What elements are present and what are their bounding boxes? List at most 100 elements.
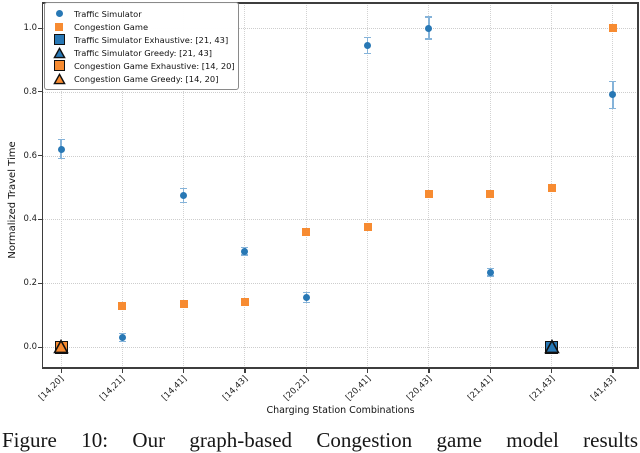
error-bar-cap: [118, 332, 126, 335]
y-tick-label: 1.0: [23, 23, 37, 33]
legend-marker-square-large: [51, 60, 67, 71]
data-point-circle: [57, 145, 65, 153]
data-point-square: [302, 228, 311, 237]
right-spine: [637, 2, 639, 369]
h-gridline: [43, 155, 638, 157]
error-bar-cap: [425, 16, 433, 18]
error-bar-cap: [118, 340, 126, 342]
square-outlined-marker-icon: [53, 34, 65, 45]
y-tick-mark: [38, 155, 42, 157]
error-bar-cap: [180, 201, 188, 204]
legend-entry: Traffic Simulator Greedy: [21, 43]: [51, 46, 232, 59]
v-gridline: [121, 3, 123, 368]
legend-marker-circle-small: [51, 10, 67, 17]
data-point-square: [486, 189, 495, 198]
legend-marker-square-small: [51, 22, 67, 31]
legend-label: Traffic Simulator Exhaustive: [21, 43]: [74, 34, 229, 45]
y-axis-label: Normalized Travel Time: [7, 141, 18, 259]
h-gridline: [43, 347, 638, 348]
v-gridline: [244, 3, 246, 368]
error-bar-cap: [486, 267, 494, 269]
legend-label: Congestion Game Exhaustive: [14, 20]: [74, 60, 235, 71]
error-bar-cap: [364, 52, 372, 55]
error-bar-cap: [241, 254, 249, 256]
v-gridline: [183, 3, 185, 368]
h-gridline: [43, 28, 638, 29]
v-gridline: [367, 3, 369, 368]
x-tick-mark: [60, 369, 62, 373]
scatter-chart: Normalized Travel Time 0.0 0.2 0.4 0.6 0.8 1.…: [7, 2, 639, 416]
x-tick-mark: [551, 369, 553, 373]
data-point-circle: [118, 333, 126, 341]
legend-entry: Traffic Simulator: [51, 7, 232, 20]
error-bar-cap: [486, 275, 494, 277]
x-tick-mark: [612, 369, 614, 373]
left-spine: [41, 2, 44, 369]
legend-label: Traffic Simulator Greedy: [21, 43]: [74, 47, 212, 58]
bottom-spine: [41, 367, 639, 369]
error-bar-cap: [241, 246, 249, 249]
legend-marker-triangle-large: [51, 46, 67, 59]
v-gridline: [60, 3, 62, 368]
x-tick-mark: [428, 369, 430, 373]
y-tick-label: 0.0: [23, 342, 37, 352]
y-tick-mark: [38, 91, 42, 93]
data-point-square: [424, 189, 433, 198]
data-point-circle: [425, 24, 433, 32]
data-point-square: [608, 24, 617, 32]
legend-entry: Congestion Game Exhaustive: [14, 20]: [51, 59, 235, 72]
error-bar-cap: [302, 292, 310, 294]
data-point-circle: [364, 42, 372, 50]
data-point-square: [179, 299, 188, 308]
optimum-triangle-marker: [543, 338, 560, 354]
data-point-circle: [609, 91, 617, 99]
error-bar-cap: [302, 301, 310, 304]
h-gridline: [43, 219, 638, 221]
data-point-circle: [241, 247, 249, 255]
square-marker-icon: [55, 22, 63, 31]
v-gridline: [612, 3, 614, 368]
data-point-square: [363, 223, 372, 232]
error-bar-cap: [57, 138, 65, 141]
legend-label: Congestion Game: [74, 21, 149, 32]
y-tick-label: 0.4: [23, 214, 37, 225]
v-gridline: [305, 3, 307, 368]
error-bar-cap: [609, 80, 617, 83]
data-point-circle: [180, 191, 188, 199]
v-gridline: [489, 3, 491, 368]
legend-entry: Traffic Simulator Exhaustive: [21, 43]: [51, 33, 232, 46]
y-tick-label: 0.2: [23, 278, 37, 289]
legend-box: Traffic Simulator Congestion Game Traffic …: [44, 2, 239, 90]
error-bar-cap: [609, 107, 617, 110]
data-point-square: [240, 298, 249, 307]
square-outlined-marker-icon: [53, 60, 65, 71]
circle-marker-icon: [55, 10, 63, 17]
legend-label: Congestion Game Greedy: [14, 20]: [74, 73, 219, 84]
x-tick-mark: [183, 369, 185, 373]
legend-label: Traffic Simulator: [74, 8, 142, 19]
y-tick-label: 0.6: [23, 150, 37, 161]
x-tick-mark: [367, 369, 369, 373]
error-bar-cap: [364, 36, 372, 39]
legend-marker-square-large: [51, 34, 67, 45]
error-bar-cap: [425, 38, 433, 40]
v-gridline: [428, 3, 430, 368]
y-tick-mark: [38, 218, 42, 221]
optimum-triangle-marker: [53, 338, 69, 354]
h-gridline: [43, 283, 638, 285]
error-bar-cap: [180, 187, 188, 190]
y-tick-mark: [38, 282, 42, 284]
error-bar-cap: [57, 158, 65, 160]
x-tick-mark: [489, 369, 491, 373]
data-point-square: [118, 301, 127, 310]
data-point-circle: [486, 268, 494, 276]
x-axis-label: Charging Station Combinations: [266, 405, 415, 416]
x-tick-mark: [305, 369, 307, 373]
y-tick-label: 0.8: [23, 86, 37, 97]
y-tick-mark: [38, 27, 42, 29]
legend-entry: Congestion Game: [51, 20, 232, 33]
data-point-circle: [302, 294, 310, 302]
legend-marker-triangle-large: [51, 72, 67, 85]
x-tick-mark: [244, 369, 246, 373]
